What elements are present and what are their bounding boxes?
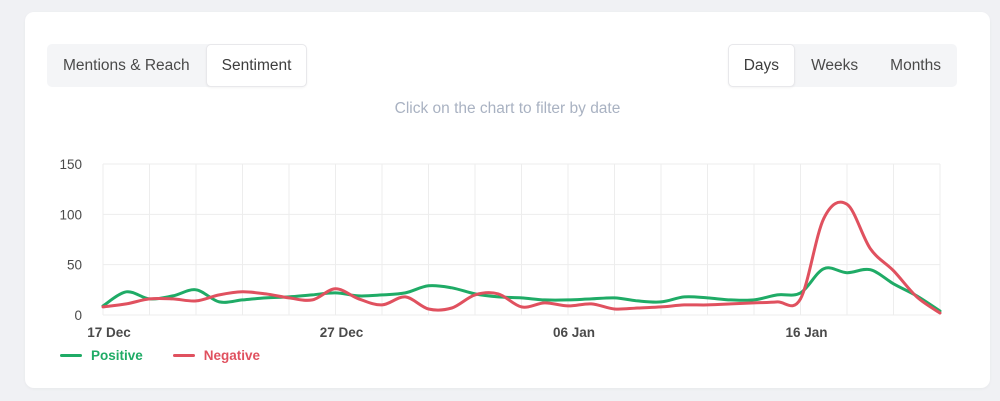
tab-days[interactable]: Days [727, 44, 796, 87]
chart-legend: Positive Negative [60, 348, 260, 363]
legend-label-positive: Positive [91, 348, 143, 363]
positive-line-swatch [60, 354, 82, 357]
period-toggle-group: Days Weeks Months [727, 44, 957, 87]
legend-item-positive[interactable]: Positive [60, 348, 143, 363]
legend-label-negative: Negative [203, 348, 261, 363]
chart-toolbar: Mentions & Reach Sentiment Days Weeks Mo… [47, 44, 957, 87]
x-axis-tick-label: 16 Jan [785, 325, 827, 340]
x-axis-tick-label: 06 Jan [553, 325, 595, 340]
x-axis-tick-label: 17 Dec [87, 325, 131, 340]
chart-filter-hint: Click on the chart to filter by date [394, 100, 621, 117]
y-axis-tick-label: 100 [59, 207, 82, 222]
y-axis-tick-label: 150 [59, 157, 82, 172]
view-toggle-group: Mentions & Reach Sentiment [47, 44, 308, 87]
legend-item-negative[interactable]: Negative [172, 348, 261, 363]
tab-months[interactable]: Months [874, 44, 957, 87]
sentiment-line-chart[interactable]: 0 50 100 150 17 Dec 27 Dec 06 Jan 16 Jan [25, 140, 975, 340]
x-axis-tick-label: 27 Dec [320, 325, 364, 340]
tab-sentiment[interactable]: Sentiment [205, 44, 308, 87]
y-axis-tick-label: 0 [74, 308, 82, 323]
tab-weeks[interactable]: Weeks [795, 44, 874, 87]
tab-mentions-reach[interactable]: Mentions & Reach [47, 44, 206, 87]
y-axis-tick-label: 50 [67, 258, 82, 273]
negative-line [101, 200, 942, 315]
negative-line-swatch [172, 354, 195, 357]
sentiment-panel: Mentions & Reach Sentiment Days Weeks Mo… [25, 12, 990, 388]
positive-line [101, 266, 942, 313]
